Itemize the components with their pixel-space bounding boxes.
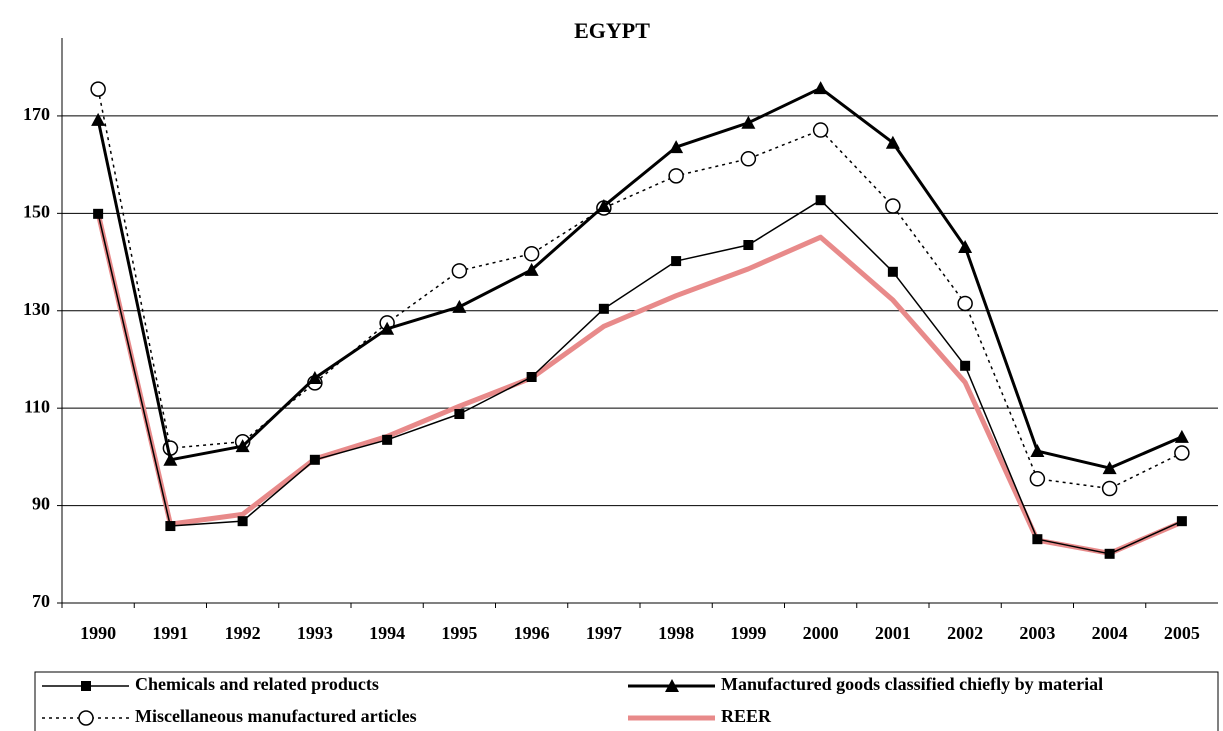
series-line [95,212,1183,556]
marker [957,295,973,312]
marker [235,439,250,453]
marker [163,452,178,466]
marker [237,516,248,527]
y-tick-label: 90 [32,494,50,514]
legend-label: REER [721,706,772,726]
marker [669,140,684,154]
marker [885,135,900,149]
x-tick-label: 2005 [1164,623,1200,643]
marker [526,372,537,382]
marker [524,262,539,276]
series-line [97,199,1183,555]
marker [1176,516,1187,527]
marker [812,122,829,138]
marker [741,115,756,129]
y-tick-label: 150 [23,201,50,221]
x-tick-label: 2004 [1092,623,1128,643]
marker [887,266,898,277]
marker [307,370,322,384]
marker [813,81,828,95]
legend-label: Miscellaneous manufactured articles [135,706,417,726]
y-tick-label: 70 [32,591,50,611]
x-tick-label: 1997 [586,623,622,643]
marker [91,112,106,126]
marker [598,303,609,314]
legend-marker [78,710,94,726]
marker [958,239,973,253]
marker [454,409,465,420]
x-tick-label: 2003 [1019,623,1055,643]
marker [671,256,682,267]
marker [1030,444,1045,458]
y-tick-label: 170 [23,104,50,124]
marker [596,199,611,213]
x-tick-label: 1999 [730,623,766,643]
x-tick-label: 1998 [658,623,694,643]
marker [1102,461,1117,475]
marker [815,195,826,206]
marker [382,434,393,445]
x-tick-label: 1993 [297,623,333,643]
x-tick-label: 1992 [225,623,261,643]
chart-title: EGYPT [574,18,650,43]
series-line [96,86,1183,470]
legend-marker [81,681,91,691]
x-tick-label: 1991 [152,623,188,643]
marker [740,151,757,167]
marker [1174,445,1190,461]
marker [1174,429,1189,443]
marker [93,208,104,219]
legend-marker [665,679,679,692]
marker [1032,534,1043,545]
x-tick-label: 1990 [80,623,116,643]
x-tick-label: 1995 [441,623,477,643]
y-tick-label: 110 [24,396,50,416]
x-tick-label: 1994 [369,623,405,643]
marker [380,321,395,335]
x-tick-label: 2000 [803,623,839,643]
marker [960,360,971,371]
marker [743,240,754,251]
marker [668,168,684,184]
legend-label: Manufactured goods classified chiefly by… [721,674,1103,694]
marker [1101,480,1118,497]
marker [452,299,467,313]
marker [90,81,106,97]
y-tick-label: 130 [23,299,50,319]
marker [165,521,176,532]
marker [1104,548,1115,559]
x-tick-label: 1996 [514,623,550,643]
marker [309,454,320,465]
x-tick-label: 2001 [875,623,911,643]
legend-box [34,671,1219,731]
marker [885,198,901,214]
marker [1029,471,1046,487]
marker [451,263,468,279]
marker [523,246,540,262]
x-tick-label: 2002 [947,623,983,643]
legend-label: Chemicals and related products [135,674,379,694]
